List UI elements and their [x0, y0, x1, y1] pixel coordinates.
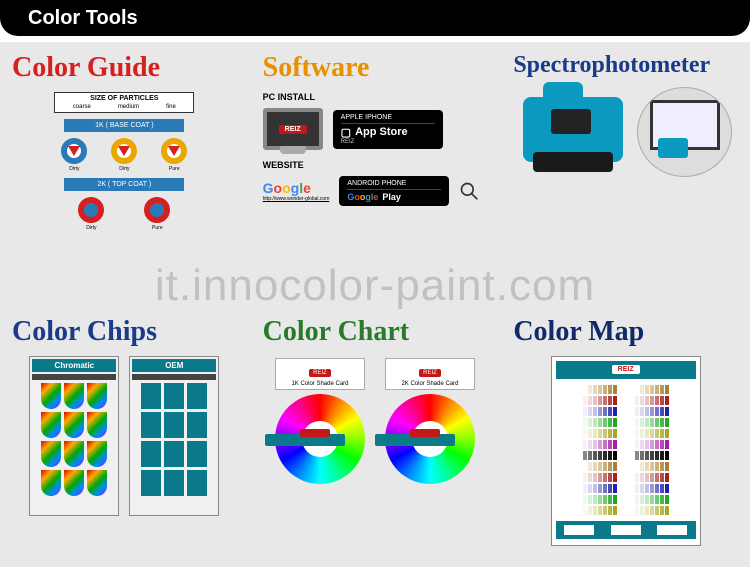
search-icon — [459, 181, 479, 201]
google-logo: Google — [263, 180, 330, 196]
section-chart: Color Chart REIZ 1K Color Shade Card REI… — [251, 306, 500, 568]
map-container: REIZ — [513, 356, 738, 546]
apple-label: APPLE IPHONE — [341, 114, 435, 124]
map-footer — [556, 521, 696, 539]
header-bar: Color Tools — [0, 0, 750, 36]
p-coarse: coarse — [73, 104, 91, 110]
chart-1k: REIZ 1K Color Shade Card — [275, 358, 365, 484]
cabinet-oem: OEM — [129, 356, 219, 516]
cab1-header: Chromatic — [32, 359, 116, 372]
play-text: Play — [382, 192, 401, 202]
header-title: Color Tools — [0, 7, 138, 30]
spectro-device — [513, 87, 633, 177]
circles-row-2: Dirty Pure — [12, 197, 237, 231]
section-color-guide: Color Guide SIZE OF PARTICLES coarse med… — [0, 42, 249, 304]
cab2-header: OEM — [132, 359, 216, 372]
map-header: REIZ — [556, 361, 696, 379]
chart-container: REIZ 1K Color Shade Card REIZ 2K Color S… — [263, 358, 488, 484]
cabinet-chromatic: Chromatic — [29, 356, 119, 516]
apple-icon: ▢ — [341, 126, 351, 139]
google-block: Google http://www.wonder-global.com — [263, 180, 330, 202]
map-board: REIZ — [551, 356, 701, 546]
p-medium: medium — [118, 104, 139, 110]
wheel-2k — [385, 394, 475, 484]
chips-container: Chromatic OEM — [12, 356, 237, 516]
url-text[interactable]: http://www.wonder-global.com — [263, 196, 330, 202]
bar-2k: 2K ( TOP COAT ) — [64, 178, 184, 191]
section-map: Color Map REIZ — [501, 306, 750, 568]
map-swatch-grid — [556, 385, 696, 515]
appstore-brand: REIZ — [341, 139, 435, 145]
circles-row-1: Dirty Dirty Pure — [12, 138, 237, 172]
website-label: WEBSITE — [263, 160, 488, 170]
title-color-guide: Color Guide — [12, 52, 237, 84]
particles-row: coarse medium fine — [59, 104, 189, 110]
brand-pill-monitor: REIZ — [279, 125, 307, 134]
android-label: ANDROID PHONE — [347, 180, 441, 190]
appstore-text: App Store — [355, 126, 408, 138]
section-chips: Color Chips Chromatic OEM — [0, 306, 249, 568]
title-chips: Color Chips — [12, 316, 237, 348]
brand-2k: REIZ — [419, 369, 441, 377]
spectro-photo — [637, 87, 732, 177]
sw-row-1: REIZ APPLE IPHONE ▢ App Store REIZ — [263, 108, 488, 150]
chart-2k: REIZ 2K Color Shade Card — [385, 358, 475, 484]
section-spectro: Spectrophotometer — [501, 42, 750, 304]
bar-1k: 1K ( BASE COAT ) — [64, 119, 184, 132]
wheel-1k — [275, 394, 365, 484]
brand-1k: REIZ — [309, 369, 331, 377]
title-map: Color Map — [513, 316, 738, 348]
particles-label: SIZE OF PARTICLES — [59, 95, 189, 102]
brand-map: REIZ — [612, 365, 640, 374]
card1-text: 1K Color Shade Card — [278, 381, 362, 387]
title-software: Software — [263, 52, 488, 84]
section-software: Software PC INSTALL REIZ APPLE IPHONE ▢A… — [251, 42, 500, 304]
p-fine: fine — [166, 104, 176, 110]
title-chart: Color Chart — [263, 316, 488, 348]
card2-text: 2K Color Shade Card — [388, 381, 472, 387]
sections-grid: Color Guide SIZE OF PARTICLES coarse med… — [0, 42, 750, 567]
spectro-container — [513, 87, 738, 177]
appstore-badge[interactable]: APPLE IPHONE ▢ App Store REIZ — [333, 110, 443, 149]
play-badge[interactable]: ANDROID PHONE Google Play — [339, 176, 449, 206]
particles-box: SIZE OF PARTICLES coarse medium fine — [54, 92, 194, 113]
pc-install-label: PC INSTALL — [263, 92, 488, 102]
sw-row-2: Google http://www.wonder-global.com ANDR… — [263, 176, 488, 206]
monitor-icon: REIZ — [263, 108, 323, 150]
title-spectro: Spectrophotometer — [513, 52, 738, 79]
